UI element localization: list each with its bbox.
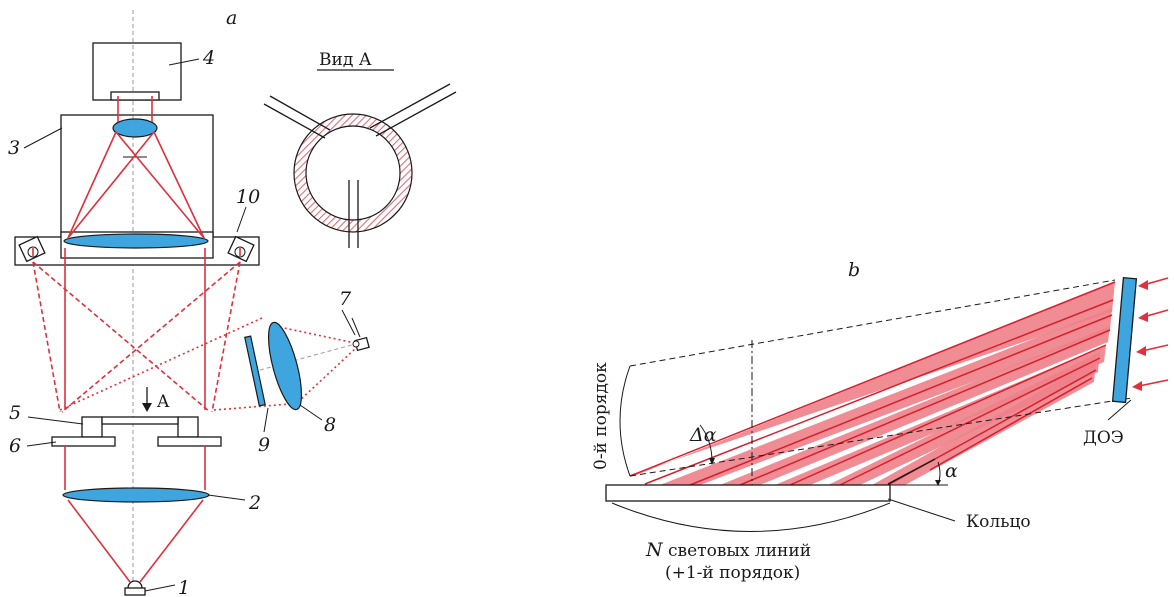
filter-9 [244, 335, 266, 407]
delta-alpha-arrow [709, 458, 715, 465]
envelope-bottom [629, 397, 1133, 477]
panel-b-title: b [848, 259, 860, 281]
alpha-label: α [945, 460, 958, 482]
label-2: 2 [248, 492, 261, 514]
label-1: 1 [178, 577, 190, 597]
doe-label: ДОЭ [1083, 428, 1124, 448]
order1-label: (+1-й порядок) [665, 563, 800, 583]
label-5: 5 [9, 402, 21, 424]
illumination-rays [64, 446, 206, 583]
label-8: 8 [324, 414, 336, 436]
dotted-rays [59, 317, 357, 411]
label-7: 7 [339, 288, 352, 310]
label-9: 9 [258, 434, 270, 456]
view-a-ring [263, 83, 457, 248]
panel-a-title: a [226, 7, 237, 29]
lens-8 [267, 321, 303, 411]
delta-alpha-label: Δα [689, 424, 717, 446]
objective-lens [63, 233, 209, 249]
doe-leader [1107, 399, 1132, 421]
lines-brace [611, 502, 891, 532]
mirror-unit-left [18, 235, 46, 263]
order0-bracket [619, 365, 631, 477]
order0-label: 0-й порядок [591, 362, 611, 470]
camera-lens [112, 118, 158, 138]
ring-label: Кольцо [966, 512, 1031, 532]
mirror-unit-right [227, 235, 255, 263]
label-3: 3 [8, 137, 20, 159]
vertical-rays [64, 248, 206, 410]
label-6: 6 [9, 435, 21, 457]
incoming-arrows [1132, 277, 1169, 391]
envelope-top [629, 279, 1116, 367]
lines-prefix: N [645, 539, 664, 561]
lines-text: световых линий [663, 541, 811, 561]
condenser-lens-2 [62, 487, 210, 503]
view-a-title: Вид А [319, 50, 372, 70]
label-10: 10 [236, 186, 260, 208]
beam-lines [629, 281, 1116, 486]
panel-a: a [8, 7, 457, 597]
sample-ring-5 [81, 416, 199, 438]
dashed-rays [32, 261, 241, 413]
label-4: 4 [202, 47, 215, 69]
view-arrow-label: A [156, 392, 170, 412]
beam-fan [630, 282, 1115, 485]
ring-leader [887, 498, 956, 522]
panel-b: b 0-й порядок Δα [591, 259, 1169, 583]
doe-element [1111, 277, 1138, 404]
camera-rays [67, 96, 205, 239]
component-labels: 4 3 10 7 5 6 8 9 2 1 [8, 47, 356, 597]
view-arrow-head [142, 403, 152, 412]
ring-plate [605, 484, 891, 502]
camera-mount [110, 91, 160, 101]
lines-label: N световых линий [645, 539, 811, 561]
light-source-1 [124, 580, 146, 596]
plate-6 [51, 436, 222, 447]
alpha-arrow [935, 480, 941, 486]
source-7 [351, 317, 370, 352]
alpha-ray [887, 458, 936, 485]
